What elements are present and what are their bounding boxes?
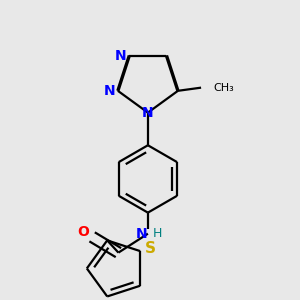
Text: O: O: [78, 225, 90, 238]
Text: N: N: [136, 227, 147, 241]
Text: N: N: [103, 84, 115, 98]
Text: N: N: [142, 106, 154, 120]
Text: CH₃: CH₃: [214, 83, 235, 93]
Text: S: S: [145, 242, 156, 256]
Text: H: H: [153, 227, 162, 240]
Text: N: N: [115, 49, 127, 62]
